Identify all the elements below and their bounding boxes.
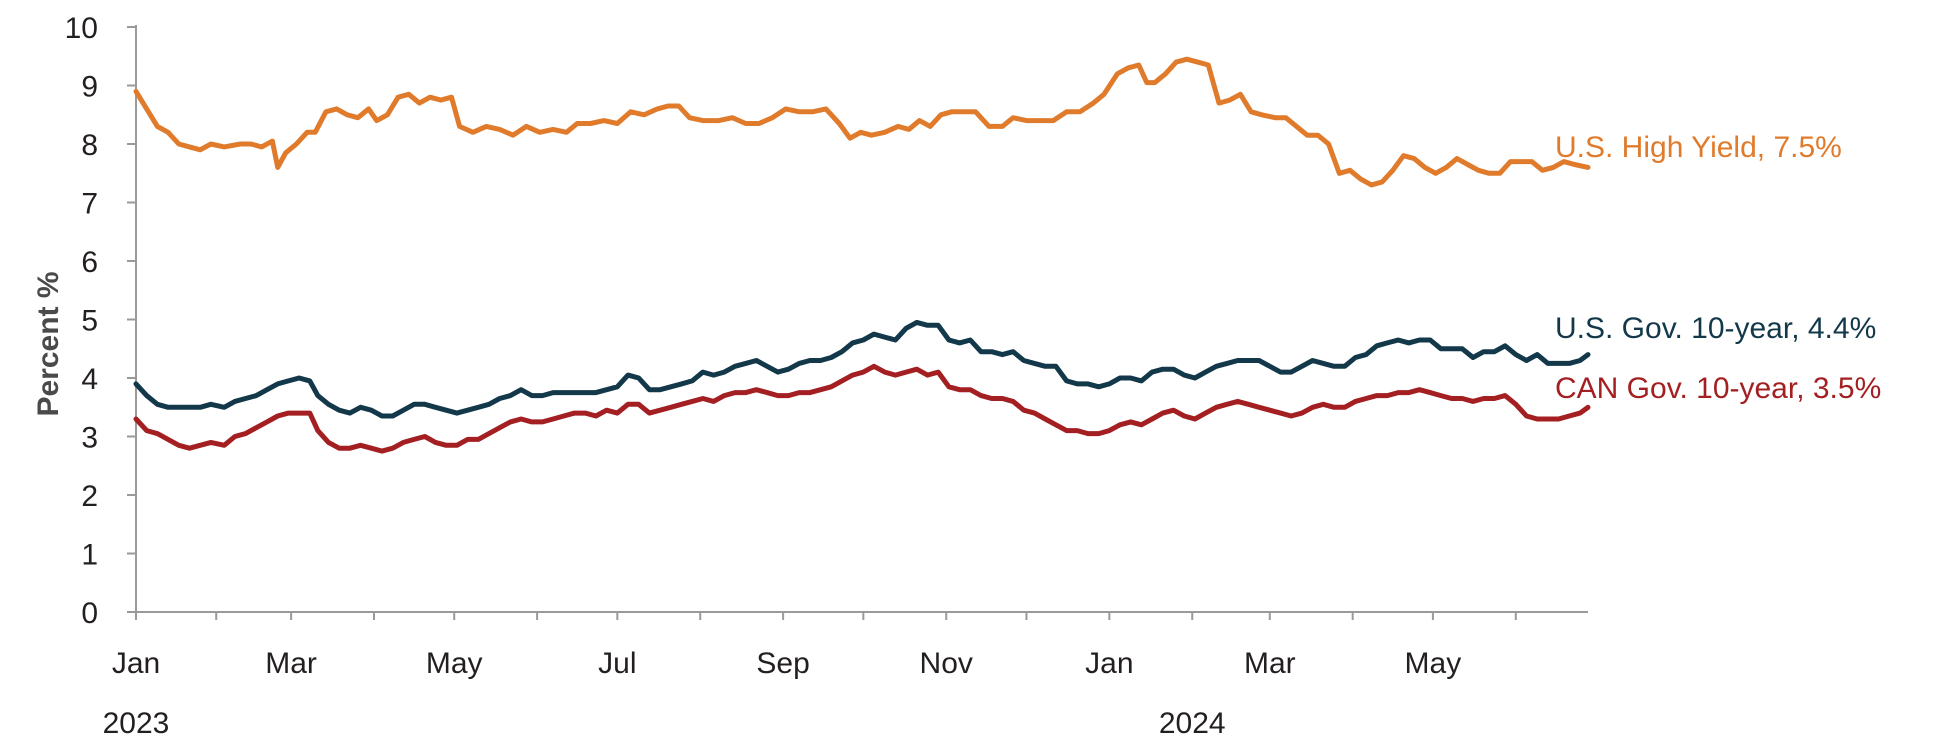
- y-tick-label: 5: [81, 305, 98, 338]
- x-tick-label: Jan: [112, 647, 160, 680]
- axes: [135, 25, 1588, 613]
- series-line-1: [133, 319, 1591, 419]
- series-lines: [133, 56, 1591, 454]
- x-tick-label: Mar: [265, 647, 317, 680]
- y-axis-title: Percent %: [32, 271, 65, 416]
- series-labels: U.S. High Yield, 7.5% U.S. Gov. 10-year, …: [1555, 131, 1881, 405]
- y-tick-label: 8: [81, 129, 98, 162]
- x-year-label: 2024: [1159, 707, 1226, 740]
- x-tick-label: Mar: [1244, 647, 1296, 680]
- y-tick-labels: 0 1 2 3 4 5 6 7 8 9 10: [65, 12, 136, 630]
- y-tick-label: 9: [81, 71, 98, 104]
- y-tick-label: 2: [81, 480, 98, 513]
- x-tick-label: Jan: [1085, 647, 1133, 680]
- x-tick-labels: Jan 2023 Mar May Jul Sep Nov Jan 2024 Mar May: [103, 612, 1517, 740]
- y-tick-label: 7: [81, 188, 98, 221]
- y-tick-label: 0: [81, 597, 98, 630]
- x-tick-label: Sep: [756, 647, 809, 680]
- y-tick-label: 10: [65, 12, 98, 45]
- y-tick-label: 4: [81, 363, 98, 396]
- x-tick-label: Nov: [920, 647, 973, 680]
- x-tick-label: May: [1405, 647, 1462, 680]
- x-tick-label: Jul: [598, 647, 636, 680]
- series-line-0: [133, 56, 1591, 188]
- y-tick-label: 3: [81, 422, 98, 455]
- x-year-label: 2023: [103, 707, 170, 740]
- x-tick-label: May: [426, 647, 483, 680]
- y-tick-label: 6: [81, 246, 98, 279]
- y-tick-label: 1: [81, 539, 98, 572]
- series-label-1: U.S. Gov. 10-year, 4.4%: [1555, 312, 1876, 345]
- series-label-0: U.S. High Yield, 7.5%: [1555, 131, 1842, 164]
- series-line-2: [133, 363, 1591, 454]
- series-label-2: CAN Gov. 10-year, 3.5%: [1555, 372, 1881, 405]
